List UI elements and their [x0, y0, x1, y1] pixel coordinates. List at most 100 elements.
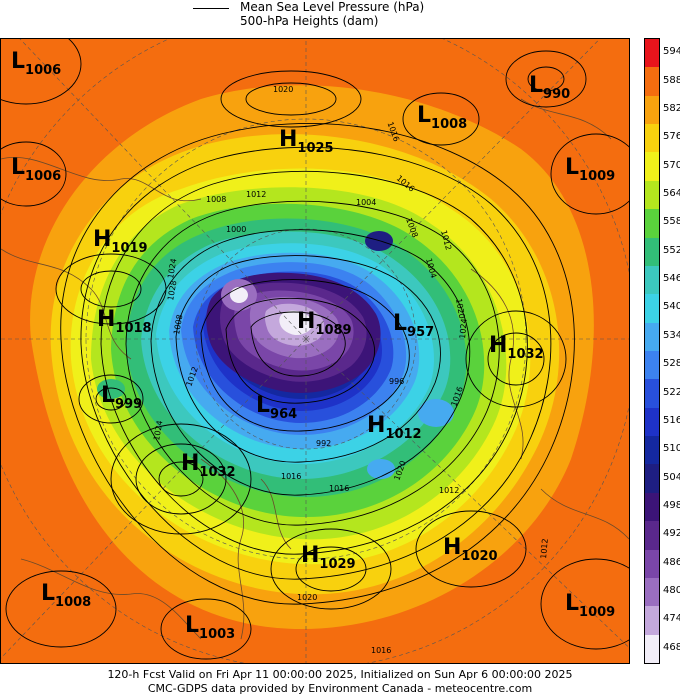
colorbar-label: 516	[663, 414, 680, 426]
high-pressure-center: H1029	[301, 543, 356, 572]
colorbar-label: 576	[663, 131, 680, 143]
high-pressure-center: H1019	[93, 227, 148, 256]
high-pressure-center: H1012	[367, 413, 422, 442]
legend: Mean Sea Level Pressure (hPa) 500-hPa He…	[0, 0, 680, 36]
isobar-label: 1008	[206, 195, 226, 204]
colorbar-cell	[645, 237, 659, 266]
high-pressure-center: H1089	[297, 309, 352, 338]
colorbar-cell	[645, 492, 659, 522]
colorbar-label: 588	[663, 74, 680, 86]
height-fill-534-secondary	[418, 399, 454, 427]
colorbar-cell	[645, 152, 659, 181]
colorbar-cell	[645, 124, 659, 153]
low-pressure-center: L1009	[565, 155, 616, 184]
low-pressure-center: L957	[393, 311, 435, 340]
map-canvas: 1020 1016 1012 1008 1004 1000 996 992 10…	[1, 39, 629, 663]
height-fill-552-secondary	[97, 379, 125, 399]
isobar-label: 1020	[273, 85, 293, 94]
colorbar-label: 534	[663, 329, 680, 341]
colorbar-cell	[645, 521, 659, 550]
colorbar-label: 510	[663, 443, 680, 455]
colorbar-cell	[645, 351, 659, 380]
isobar-label: 1008	[172, 314, 184, 336]
colorbar-label: 528	[663, 358, 680, 370]
low-pressure-center: L1008	[41, 581, 92, 610]
colorbar-cell	[645, 39, 659, 68]
colorbar-label: 564	[663, 188, 680, 199]
isobar-label: 1000	[226, 225, 246, 234]
colorbar-label: 558	[663, 216, 680, 228]
low-pressure-center: L1008	[417, 103, 468, 132]
isobar-label: 1016	[329, 484, 349, 493]
height-fill-468-secondary	[230, 287, 248, 303]
isobar-label: 1024	[152, 420, 164, 442]
colorbar-cell	[645, 379, 659, 408]
colorbar-cell	[645, 322, 659, 351]
height-colorbar	[644, 38, 660, 664]
colorbar-cell	[645, 294, 659, 323]
footer: 120-h Fcst Valid on Fri Apr 11 00:00:00 …	[0, 668, 680, 696]
colorbar-cell	[645, 180, 659, 210]
isobar-label: 1012	[246, 190, 266, 199]
high-pressure-center: H1018	[97, 307, 152, 336]
colorbar-label: 474	[663, 613, 680, 625]
isobar-label: 1016	[281, 472, 301, 481]
low-pressure-center: L1003	[185, 613, 236, 642]
low-pressure-center: L1006	[11, 49, 62, 78]
isobar-label: 1028	[166, 280, 178, 302]
isobars	[1, 39, 629, 660]
colorbar-label: 540	[663, 301, 680, 313]
isobar-label: 1012	[439, 486, 459, 495]
colorbar-label: 486	[663, 556, 680, 568]
colorbar-label: 498	[663, 500, 680, 511]
colorbar-label: 468	[663, 641, 680, 653]
isobar-label: 992	[316, 439, 331, 448]
colorbar-cell	[645, 95, 659, 125]
graticule	[1, 39, 629, 663]
low-pressure-center: L1006	[11, 155, 62, 184]
colorbar-cell	[645, 265, 659, 295]
colorbar-cell	[645, 549, 659, 578]
isobar-label: 1024	[458, 318, 469, 339]
height-fill-504-secondary	[365, 231, 393, 251]
colorbar-label: 504	[663, 471, 680, 483]
height-fill-468	[279, 310, 313, 336]
colorbar-cell	[645, 407, 659, 437]
low-pressure-center: L1009	[565, 591, 616, 620]
colorbar-cell	[645, 464, 659, 493]
colorbar-label: 492	[663, 528, 680, 540]
high-pressure-center: H1032	[181, 451, 236, 480]
low-pressure-center: L990	[529, 73, 571, 102]
data-credit: CMC-GDPS data provided by Environment Ca…	[147, 682, 533, 695]
colorbar-cell	[645, 209, 659, 238]
isobar-label: 1012	[539, 538, 550, 559]
high-pressure-center: H1025	[279, 127, 334, 156]
colorbar-label: 480	[663, 585, 680, 597]
colorbar-cell	[645, 577, 659, 607]
height-fill-534-tertiary	[367, 459, 395, 479]
isobar-label: 1024	[166, 258, 178, 280]
high-pressure-center: H1020	[443, 535, 498, 564]
isobar-label: 1020	[454, 298, 466, 320]
isobar-label: 1020	[297, 593, 317, 602]
colorbar-cell	[645, 67, 659, 96]
colorbar-cell	[645, 436, 659, 465]
colorbar-label: 546	[663, 273, 680, 285]
low-pressure-center: L964	[256, 393, 298, 422]
mslp-legend-line	[193, 8, 229, 9]
weather-map: 1020 1016 1012 1008 1004 1000 996 992 10…	[0, 38, 630, 664]
isobar-label: 1016	[371, 646, 391, 655]
low-pressure-center: L999	[101, 383, 143, 412]
colorbar-label: 582	[663, 102, 680, 114]
colorbar-cell	[645, 634, 659, 663]
colorbar-cell	[645, 606, 659, 635]
colorbar-label: 570	[663, 159, 680, 171]
colorbar-label: 552	[663, 244, 680, 256]
colorbar-label: 522	[663, 386, 680, 398]
forecast-info: 120-h Fcst Valid on Fri Apr 11 00:00:00 …	[107, 668, 573, 681]
isobar-label: 1004	[356, 198, 376, 207]
heights-legend-label: 500-hPa Heights (dam)	[240, 14, 379, 28]
high-pressure-center: H1032	[489, 333, 544, 362]
colorbar-label: 594	[663, 46, 680, 58]
isobar-label: 996	[389, 377, 404, 386]
